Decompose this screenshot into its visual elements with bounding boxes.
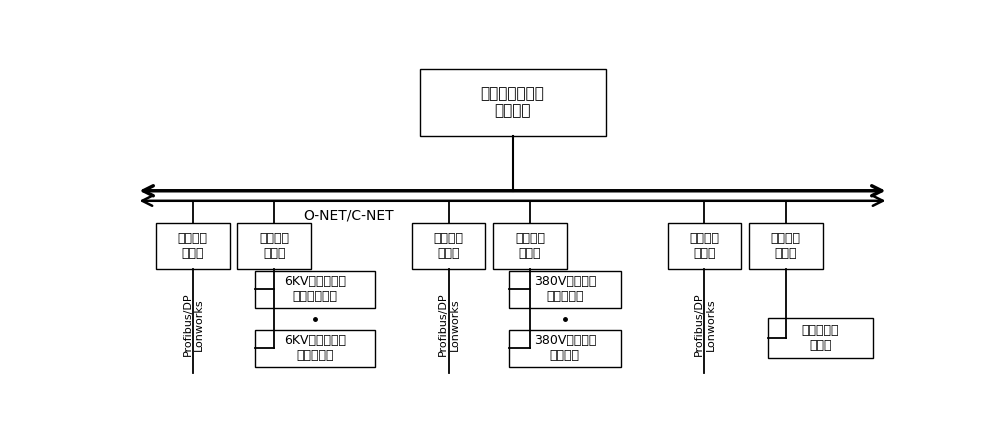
Bar bbox=[749, 223, 822, 269]
Bar bbox=[412, 223, 485, 269]
Bar bbox=[668, 223, 741, 269]
Bar bbox=[493, 223, 567, 269]
Bar bbox=[156, 223, 230, 269]
Text: 现场总线
主站卡: 现场总线 主站卡 bbox=[771, 232, 801, 260]
Text: 现场总线
主站卡: 现场总线 主站卡 bbox=[434, 232, 464, 260]
Text: 380V测控装置
（电源）: 380V测控装置 （电源） bbox=[534, 335, 596, 362]
Bar bbox=[255, 330, 375, 367]
Text: Profibus/DP
Lonworks: Profibus/DP Lonworks bbox=[694, 293, 716, 356]
Text: 现场总线
主站卡: 现场总线 主站卡 bbox=[689, 232, 719, 260]
Text: 6KV微机综合保
护（电源）: 6KV微机综合保 护（电源） bbox=[284, 335, 346, 362]
Text: 现场总线
主站卡: 现场总线 主站卡 bbox=[515, 232, 545, 260]
Text: Profibus/DP
Lonworks: Profibus/DP Lonworks bbox=[182, 293, 204, 356]
Text: 其他电气智
能设备: 其他电气智 能设备 bbox=[802, 324, 839, 352]
Text: O-NET/C-NET: O-NET/C-NET bbox=[303, 208, 394, 222]
Bar bbox=[255, 271, 375, 308]
Bar bbox=[237, 223, 311, 269]
Text: 现场总线
主站卡: 现场总线 主站卡 bbox=[259, 232, 289, 260]
Text: Profibus/DP
Lonworks: Profibus/DP Lonworks bbox=[438, 293, 460, 356]
Bar bbox=[509, 330, 621, 367]
Bar bbox=[420, 69, 606, 135]
Text: 现场总线
主站卡: 现场总线 主站卡 bbox=[178, 232, 208, 260]
Bar bbox=[768, 318, 873, 358]
Text: 380V测控装置
（电动机）: 380V测控装置 （电动机） bbox=[534, 275, 596, 303]
Text: 6KV微机综合保
护（电动机）: 6KV微机综合保 护（电动机） bbox=[284, 275, 346, 303]
Text: 热工电气一体化
监控主站: 热工电气一体化 监控主站 bbox=[481, 86, 544, 118]
Bar bbox=[509, 271, 621, 308]
